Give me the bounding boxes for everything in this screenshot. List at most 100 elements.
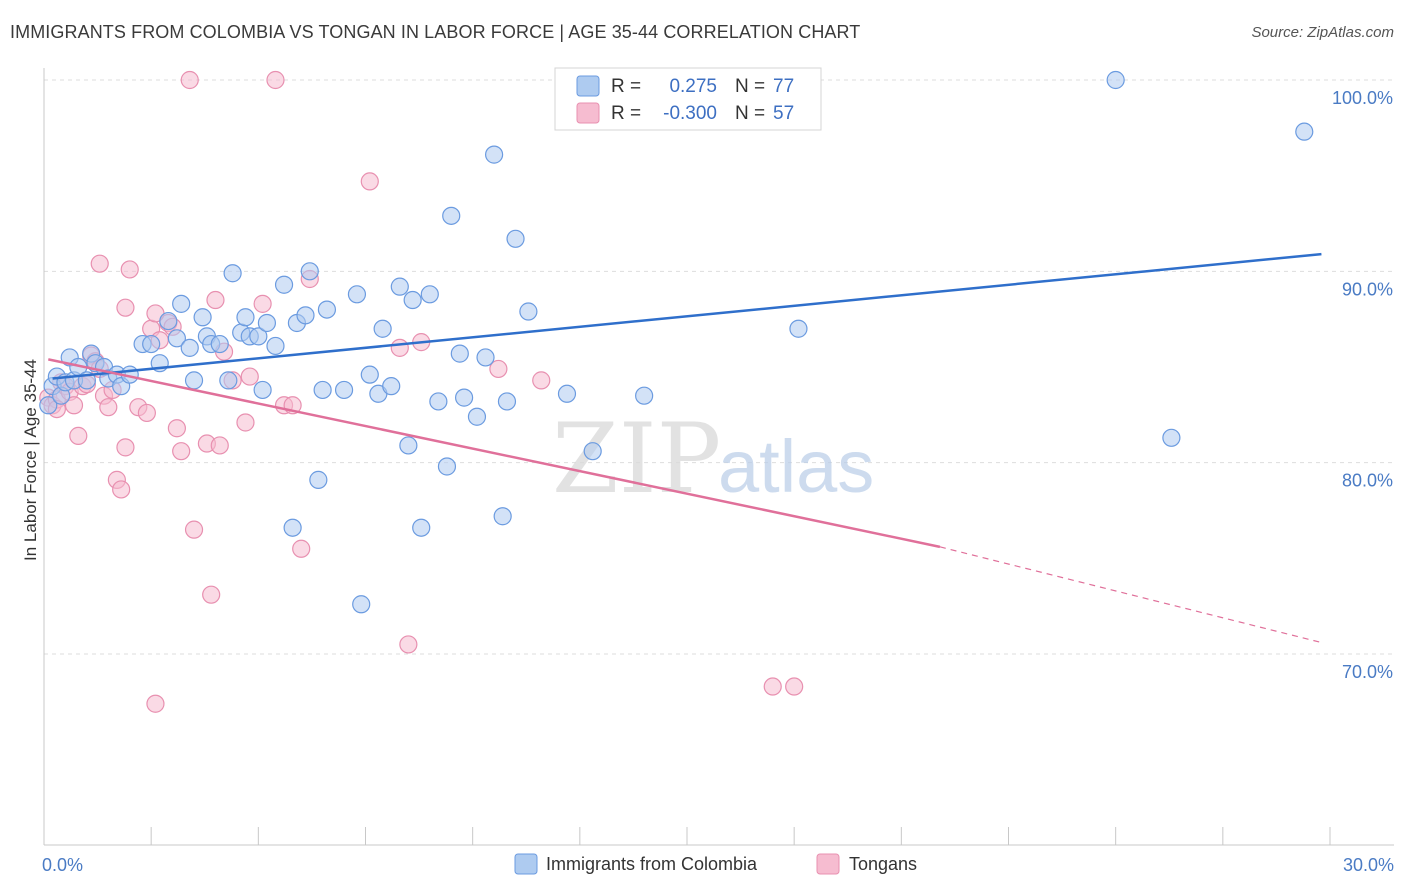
watermark-zip: ZIP <box>552 403 721 515</box>
legend-top: R = 0.275 N = 77 R = -0.300 N = 57 <box>554 67 822 131</box>
colombia-point-60 <box>450 344 469 363</box>
colombia-point-68 <box>519 302 538 321</box>
colombia-point-54 <box>403 290 422 310</box>
watermark: ZIP atlas <box>552 403 874 515</box>
y-tick-labels: 100.0% 90.0% 80.0% 70.0% <box>1332 88 1393 682</box>
colombia-point-19 <box>159 311 178 331</box>
legend-bottom-label-tongans: Tongans <box>849 854 917 874</box>
legend-bottom: Immigrants from Colombia Tongans <box>514 853 917 875</box>
trend-line-tongans <box>48 358 941 549</box>
tongans-point-51 <box>180 70 199 90</box>
legend-r-value-colombia: 0.275 <box>669 76 717 97</box>
colombia-point-0 <box>39 396 58 415</box>
tongans-point-12 <box>90 254 109 273</box>
tongans-point-36 <box>236 413 255 432</box>
y-axis-title: In Labor Force | Age 35-44 <box>21 359 40 561</box>
colombia-point-73 <box>789 319 808 338</box>
colombia-point-31 <box>236 308 255 327</box>
tongans-point-43 <box>360 172 379 191</box>
tongans-point-45 <box>399 635 418 654</box>
colombia-point-38 <box>283 518 302 537</box>
legend-n-label-2: N = <box>735 103 765 124</box>
colombia-point-61 <box>454 388 474 407</box>
colombia-point-76 <box>1295 122 1314 141</box>
legend-r-value-tongans: -0.300 <box>663 103 717 124</box>
legend-bottom-swatch-tongans <box>816 853 840 875</box>
tongans-point-49 <box>763 677 782 696</box>
colombia-point-63 <box>476 348 495 367</box>
x-tick-label-0: 0.0% <box>42 855 83 875</box>
colombia-point-35 <box>257 313 277 333</box>
legend-n-label-1: N = <box>735 76 765 97</box>
trend-lines <box>48 252 1322 644</box>
legend-n-value-colombia: 77 <box>773 76 794 97</box>
tongans-point-44 <box>390 338 409 357</box>
tongans-point-18 <box>116 438 135 457</box>
colombia-point-40 <box>296 306 315 325</box>
colombia-point-17 <box>142 334 161 354</box>
tongans-point-14 <box>99 398 118 417</box>
colombia-point-44 <box>317 300 337 319</box>
tongans-point-29 <box>184 520 204 539</box>
colombia-point-47 <box>352 595 371 614</box>
watermark-atlas: atlas <box>718 425 874 508</box>
legend-swatch-tongans <box>576 102 600 124</box>
colombia-point-75 <box>1162 428 1181 447</box>
colombia-point-37 <box>274 275 294 294</box>
tongans-point-31 <box>202 585 221 604</box>
colombia-point-65 <box>493 507 512 526</box>
axes <box>43 68 1394 846</box>
legend-bottom-label-colombia: Immigrants from Colombia <box>546 854 758 874</box>
colombia-point-55 <box>412 518 431 537</box>
tongans-point-47 <box>489 359 508 379</box>
colombia-point-45 <box>334 380 354 400</box>
grid-lines <box>44 79 1394 655</box>
colombia-point-27 <box>210 334 229 354</box>
colombia-point-67 <box>506 229 525 248</box>
colombia-point-74 <box>1106 70 1125 90</box>
chart-title: IMMIGRANTS FROM COLOMBIA VS TONGAN IN LA… <box>10 22 861 42</box>
colombia-point-28 <box>219 371 238 390</box>
colombia-point-59 <box>442 206 461 225</box>
x-tick-label-1: 30.0% <box>1343 855 1394 875</box>
tongans-point-21 <box>137 403 156 423</box>
colombia-point-33 <box>249 327 268 346</box>
colombia-point-57 <box>429 392 448 411</box>
trend-line-colombia <box>52 252 1322 380</box>
tongans-point-37 <box>240 367 259 386</box>
tongans-point-50 <box>785 677 804 696</box>
legend-r-label-1: R = <box>611 76 641 97</box>
legend-n-value-tongans: 57 <box>773 103 794 124</box>
data-points <box>39 70 1314 713</box>
colombia-point-23 <box>184 371 204 390</box>
tongans-point-48 <box>532 371 551 390</box>
y-tick-label-1: 90.0% <box>1342 279 1393 299</box>
tongans-point-38 <box>253 294 272 313</box>
colombia-point-53 <box>399 436 418 455</box>
colombia-point-64 <box>485 145 504 164</box>
colombia-point-20 <box>167 329 186 348</box>
colombia-point-58 <box>437 457 457 476</box>
colombia-point-21 <box>172 294 191 313</box>
tongans-point-53 <box>116 298 135 317</box>
legend-r-label-2: R = <box>611 103 641 124</box>
colombia-point-52 <box>390 277 409 296</box>
trend-line-tongans-extension <box>939 546 1322 644</box>
colombia-point-51 <box>382 377 401 396</box>
tongans-point-41 <box>292 539 311 558</box>
colombia-point-22 <box>180 338 199 357</box>
tongans-point-27 <box>167 419 186 438</box>
colombia-point-46 <box>347 285 367 304</box>
colombia-point-70 <box>583 442 602 461</box>
tongans-point-19 <box>120 260 139 279</box>
tongans-point-33 <box>210 436 229 455</box>
tongans-point-28 <box>172 442 191 461</box>
colombia-point-50 <box>373 319 392 338</box>
colombia-point-42 <box>309 470 328 489</box>
colombia-point-43 <box>313 380 332 400</box>
colombia-point-36 <box>266 336 285 356</box>
colombia-point-66 <box>497 392 517 411</box>
tongans-point-52 <box>266 70 285 90</box>
colombia-point-69 <box>557 384 577 403</box>
